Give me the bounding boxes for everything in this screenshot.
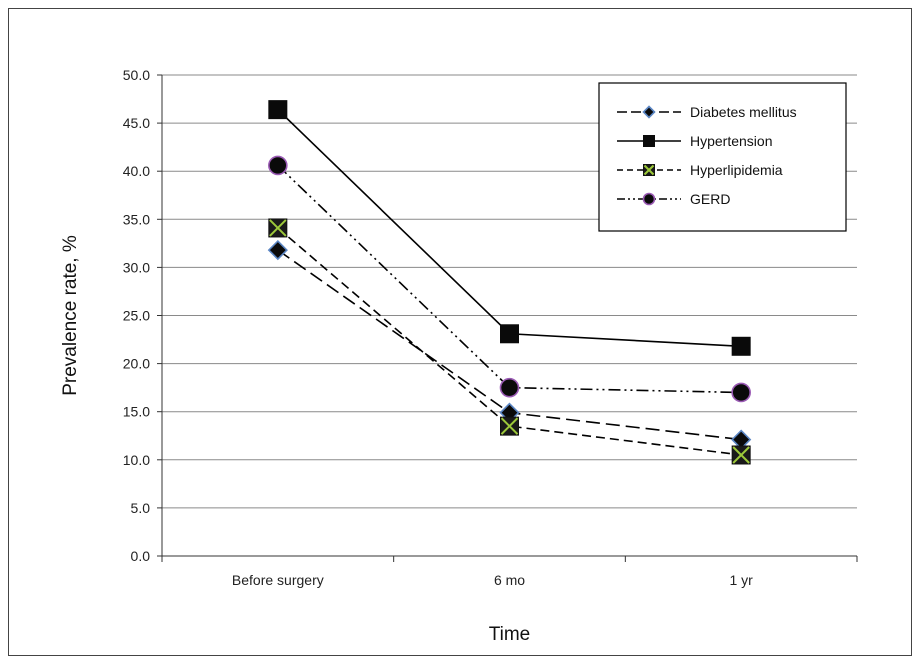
y-tick-label: 20.0	[123, 356, 150, 372]
series-group	[267, 100, 752, 465]
legend-label-gerd: GERD	[690, 191, 730, 207]
y-tick-label: 25.0	[123, 308, 150, 324]
series-hypertension	[268, 100, 751, 356]
x-tick-label: Before surgery	[232, 572, 324, 588]
axes	[157, 74, 858, 562]
data-point-gerd	[731, 382, 751, 403]
data-point-hypertension	[731, 336, 751, 356]
data-point-gerd	[268, 155, 288, 176]
legend-item-hypertension: Hypertension	[617, 133, 773, 149]
y-tick-label: 0.0	[131, 548, 151, 564]
legend-box	[598, 82, 847, 232]
data-point-hyperlipidemia	[731, 445, 751, 465]
y-tick-label: 5.0	[131, 500, 151, 516]
y-tick-label: 35.0	[123, 211, 150, 227]
data-point-hyperlipidemia	[268, 218, 288, 238]
data-point-hypertension	[500, 324, 519, 344]
legend-marker-gerd	[642, 192, 656, 206]
legend-label-hyperlipidemia: Hyperlipidemia	[690, 162, 783, 178]
y-tick-label: 50.0	[123, 67, 150, 83]
legend: Diabetes mellitus Hypertension Hyperlipide…	[598, 82, 847, 232]
x-tick-label: 1 yr	[729, 572, 753, 588]
y-tick-label: 15.0	[123, 404, 150, 420]
y-axis-title: Prevalence rate, %	[60, 235, 81, 396]
series-line-hyperlipidemia	[277, 227, 742, 456]
legend-marker-hyperlipidemia	[643, 164, 655, 176]
data-point-hyperlipidemia	[500, 416, 519, 436]
legend-item-gerd: GERD	[617, 191, 730, 207]
series-gerd	[268, 155, 751, 403]
data-point-hypertension	[268, 100, 288, 120]
legend-item-hyperlipidemia: Hyperlipidemia	[617, 162, 783, 178]
legend-marker-hypertension	[643, 135, 655, 147]
series-line-gerd	[277, 164, 742, 394]
line-chart: 0.0 5.0 10.0 15.0 20.0 25.0 30.0 35.0 40.0 45.0 50…	[60, 67, 858, 645]
data-point-diabetes-mellitus	[267, 239, 288, 261]
y-tick-label: 30.0	[123, 259, 150, 275]
y-tick-labels: 0.0 5.0 10.0 15.0 20.0 25.0 30.0 35.0 40.0 45.0 50…	[123, 67, 150, 564]
legend-item-diabetes-mellitus: Diabetes mellitus	[617, 104, 797, 120]
data-point-gerd	[499, 377, 520, 398]
x-tick-labels: Before surgery 6 mo 1 yr	[232, 572, 753, 588]
x-axis-title: Time	[489, 624, 531, 645]
legend-label-diabetes-mellitus: Diabetes mellitus	[690, 104, 797, 120]
y-tick-label: 40.0	[123, 163, 150, 179]
series-hyperlipidemia	[268, 218, 751, 465]
chart-frame: 0.0 5.0 10.0 15.0 20.0 25.0 30.0 35.0 40.0 45.0 50…	[8, 8, 912, 656]
legend-label-hypertension: Hypertension	[690, 133, 773, 149]
y-tick-label: 45.0	[123, 115, 150, 131]
y-tick-label: 10.0	[123, 452, 150, 468]
x-tick-label: 6 mo	[494, 572, 525, 588]
legend-marker-diabetes-mellitus	[642, 105, 656, 119]
series-diabetes-mellitus	[267, 239, 752, 450]
